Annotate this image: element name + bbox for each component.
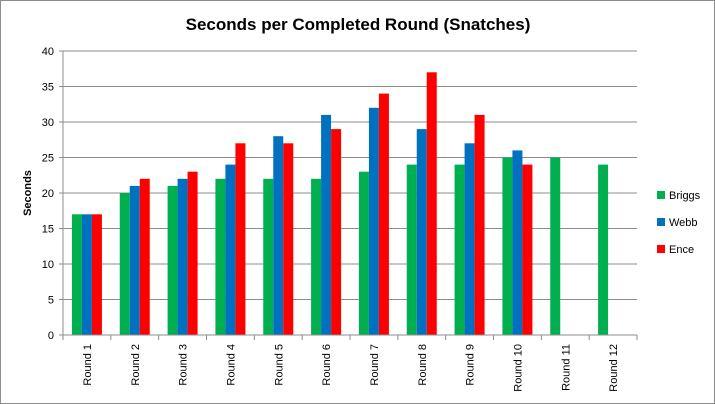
bar-webb <box>512 150 523 335</box>
bar-webb <box>177 178 188 335</box>
bar-ence <box>474 114 485 336</box>
bar-webb <box>81 214 92 335</box>
bar-ence <box>426 72 437 336</box>
x-tick-label: Round 11 <box>560 344 572 391</box>
bar-briggs <box>119 193 130 335</box>
bar-webb <box>225 164 236 335</box>
bar-ence <box>235 143 246 335</box>
bar-briggs <box>406 164 417 335</box>
grid-layer <box>63 50 637 300</box>
bar-webb <box>464 143 475 335</box>
legend-swatch-briggs <box>657 191 665 199</box>
bar-briggs <box>502 157 513 335</box>
bar-briggs <box>598 164 609 335</box>
y-tick-label: 15 <box>42 224 54 236</box>
y-tick-label: 20 <box>42 188 54 200</box>
x-tick-label: Round 6 <box>321 344 333 386</box>
bars-layer <box>71 72 609 336</box>
bar-webb <box>129 185 140 335</box>
x-tick-label: Round 12 <box>608 344 620 392</box>
bar-briggs <box>167 185 178 335</box>
bar-briggs <box>71 214 82 335</box>
bar-briggs <box>263 178 274 335</box>
bar-webb <box>368 107 379 335</box>
bar-briggs <box>311 178 322 335</box>
y-tick-label: 35 <box>42 82 54 94</box>
x-tick-label: Round 7 <box>369 344 381 386</box>
bar-ence <box>378 93 389 335</box>
bar-ence <box>331 129 342 335</box>
x-tick-label: Round 8 <box>417 344 429 386</box>
bar-briggs <box>358 171 369 335</box>
x-tick-label: Round 10 <box>512 344 524 392</box>
bar-briggs <box>454 164 465 335</box>
y-tick-label: 30 <box>42 117 54 129</box>
x-tick-label: Round 2 <box>130 344 142 386</box>
y-tick-label: 10 <box>42 259 54 271</box>
legend-label-ence: Ence <box>669 244 694 256</box>
legend-swatch-webb <box>657 218 665 226</box>
bar-briggs <box>215 178 226 335</box>
legend: Briggs Webb Ence <box>657 190 701 256</box>
bar-webb <box>416 129 427 335</box>
bar-ence <box>139 178 150 335</box>
x-tick-label: Round 5 <box>273 344 285 386</box>
bar-ence <box>522 164 533 335</box>
axis-layer: 0 5 10 15 20 25 30 35 40 Round 1 Round 2 Round 3 Rou… <box>42 46 638 392</box>
x-tick-label: Round 3 <box>178 344 190 386</box>
legend-label-webb: Webb <box>669 217 698 229</box>
y-tick-label: 40 <box>42 46 54 58</box>
chart-title: Seconds per Completed Round (Snatches) <box>186 15 531 34</box>
y-tick-label: 5 <box>48 295 54 307</box>
bar-webb <box>321 114 332 336</box>
x-tick-label: Round 4 <box>225 344 237 386</box>
legend-label-briggs: Briggs <box>669 190 701 202</box>
bar-ence <box>187 171 198 335</box>
y-tick-label: 0 <box>48 330 54 342</box>
x-tick-label: Round 9 <box>465 344 477 386</box>
bar-briggs <box>550 157 561 335</box>
y-axis-title: Seconds <box>22 170 34 216</box>
x-tick-label: Round 1 <box>82 344 94 386</box>
bar-webb <box>273 136 284 335</box>
bar-ence <box>91 214 102 335</box>
bar-ence <box>283 143 294 335</box>
legend-swatch-ence <box>657 245 665 253</box>
y-tick-label: 25 <box>42 153 54 165</box>
